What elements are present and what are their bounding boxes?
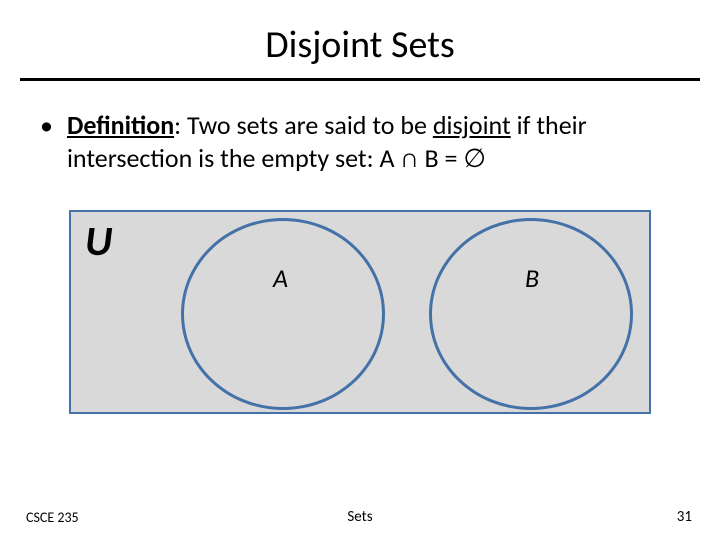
definition-bullet: • Definition: Two sets are said to be di… [40,109,680,174]
disjoint-word: disjoint [433,109,511,141]
set-b-circle [429,218,633,410]
venn-diagram: U A B [69,210,651,414]
set-b-label: B [525,262,539,294]
def-sep: : [174,109,187,141]
intersection-symbol: ∩ [400,142,418,174]
set-a-circle [181,218,385,410]
universe-label: U [85,216,112,267]
footer-topic: Sets [0,508,720,526]
definition-label: Definition [67,109,174,141]
definition-text: Definition: Two sets are said to be disj… [67,109,680,174]
set-a-label: A [273,262,288,294]
def-part-1: Two sets are said to be [187,109,433,141]
slide-number: 31 [677,508,692,526]
slide-title: Disjoint Sets [0,0,720,78]
content-area: • Definition: Two sets are said to be di… [0,81,720,414]
def-part-3: B = [419,142,464,174]
bullet-dot: • [40,109,53,142]
empty-set-symbol: ∅ [463,142,486,174]
